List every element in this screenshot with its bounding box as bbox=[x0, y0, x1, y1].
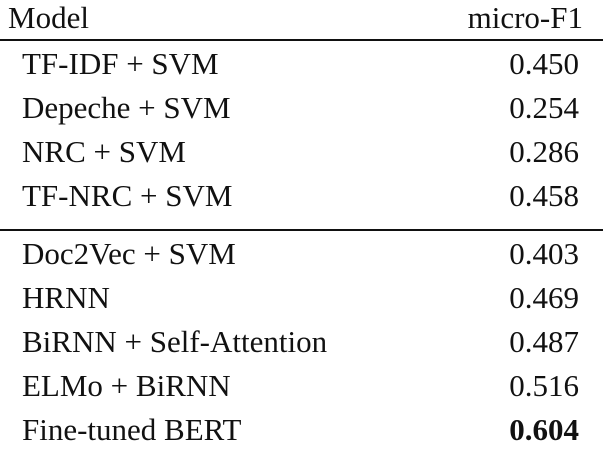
header-model: Model bbox=[8, 0, 89, 35]
table-row: Fine-tuned BERT 0.604 bbox=[0, 408, 603, 452]
row-score: 0.516 bbox=[509, 368, 579, 403]
row-model: ELMo + BiRNN bbox=[22, 368, 231, 403]
table-row: NRC + SVM 0.286 bbox=[0, 130, 603, 174]
row-model: TF-IDF + SVM bbox=[22, 46, 219, 81]
row-model: Fine-tuned BERT bbox=[22, 412, 242, 447]
row-score: 0.469 bbox=[509, 280, 579, 315]
row-score: 0.403 bbox=[509, 236, 579, 271]
row-model: HRNN bbox=[22, 280, 110, 315]
table-header-row: Model micro-F1 bbox=[0, 0, 603, 44]
header-micro-f1: micro-F1 bbox=[467, 0, 583, 35]
row-score-best: 0.604 bbox=[509, 412, 579, 447]
row-model: TF-NRC + SVM bbox=[22, 178, 233, 213]
section-rule bbox=[0, 229, 603, 231]
row-score: 0.286 bbox=[509, 134, 579, 169]
table-row: TF-IDF + SVM 0.450 bbox=[0, 42, 603, 86]
table-row: HRNN 0.469 bbox=[0, 276, 603, 320]
table-row: Depeche + SVM 0.254 bbox=[0, 86, 603, 130]
table-row: BiRNN + Self-Attention 0.487 bbox=[0, 320, 603, 364]
row-model: NRC + SVM bbox=[22, 134, 186, 169]
row-model: Doc2Vec + SVM bbox=[22, 236, 236, 271]
row-score: 0.450 bbox=[509, 46, 579, 81]
row-score: 0.458 bbox=[509, 178, 579, 213]
table-row: TF-NRC + SVM 0.458 bbox=[0, 174, 603, 218]
table-row: Doc2Vec + SVM 0.403 bbox=[0, 232, 603, 276]
row-model: BiRNN + Self-Attention bbox=[22, 324, 328, 359]
row-score: 0.487 bbox=[509, 324, 579, 359]
header-rule bbox=[0, 39, 603, 41]
row-model: Depeche + SVM bbox=[22, 90, 231, 125]
table-row: ELMo + BiRNN 0.516 bbox=[0, 364, 603, 408]
row-score: 0.254 bbox=[509, 90, 579, 125]
